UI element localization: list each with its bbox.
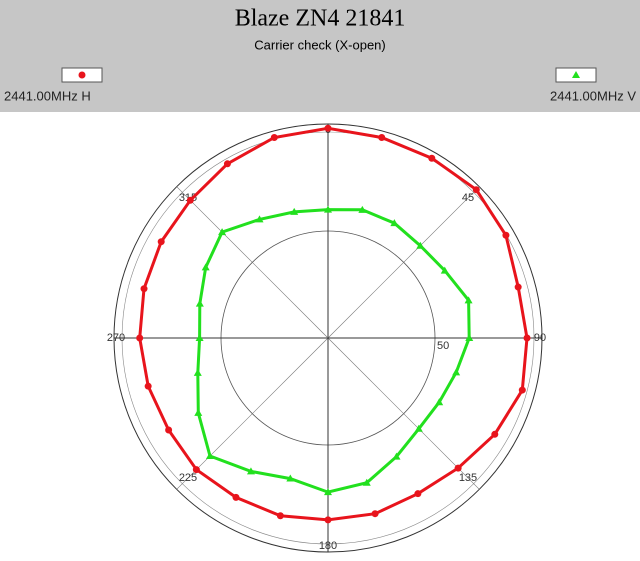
circle-marker bbox=[324, 516, 332, 524]
circle-marker bbox=[378, 133, 386, 141]
triangle-marker bbox=[362, 478, 371, 486]
angle-tick-label: 90 bbox=[534, 332, 546, 344]
triangle-marker bbox=[435, 398, 444, 406]
circle-marker bbox=[514, 283, 522, 291]
triangle-marker bbox=[205, 452, 214, 460]
header-band bbox=[0, 0, 640, 112]
legend-label: 2441.00MHz V bbox=[550, 88, 636, 103]
radial-tick-label: 50 bbox=[437, 340, 449, 352]
triangle-marker bbox=[392, 452, 401, 460]
circle-marker bbox=[157, 238, 165, 246]
triangle-marker bbox=[195, 299, 204, 307]
triangle-marker bbox=[416, 241, 425, 249]
circle-marker bbox=[165, 426, 173, 434]
circle-marker bbox=[428, 154, 436, 162]
circle-marker bbox=[518, 386, 526, 394]
angle-spoke bbox=[176, 186, 329, 339]
triangle-marker bbox=[464, 296, 473, 304]
triangle-marker bbox=[414, 424, 423, 432]
circle-marker bbox=[78, 71, 86, 79]
triangle-marker bbox=[201, 263, 210, 271]
circle-marker bbox=[136, 334, 144, 342]
series bbox=[136, 124, 531, 524]
triangle-marker bbox=[290, 207, 299, 215]
triangle-marker bbox=[286, 474, 295, 482]
triangle-marker bbox=[390, 219, 399, 227]
triangle-marker bbox=[452, 368, 461, 376]
circle-marker bbox=[140, 285, 148, 293]
chart-title: Blaze ZN4 21841 bbox=[235, 6, 406, 32]
circle-marker bbox=[270, 133, 278, 141]
legend-label: 2441.00MHz H bbox=[4, 88, 91, 103]
angle-tick-label: 45 bbox=[462, 192, 474, 204]
triangle-marker bbox=[572, 71, 580, 78]
triangle-marker bbox=[465, 334, 474, 341]
circle-marker bbox=[324, 124, 332, 132]
circle-marker bbox=[523, 334, 531, 342]
angle-spoke bbox=[327, 337, 480, 490]
triangle-marker bbox=[246, 467, 255, 475]
triangle-marker bbox=[324, 205, 332, 213]
circle-marker bbox=[472, 186, 480, 194]
angle-spoke bbox=[327, 186, 480, 339]
series-line bbox=[196, 208, 471, 494]
angle-tick-label: 270 bbox=[107, 332, 125, 344]
triangle-marker bbox=[194, 408, 203, 416]
circle-marker bbox=[186, 196, 194, 204]
circle-marker bbox=[414, 490, 422, 498]
triangle-marker bbox=[255, 215, 264, 223]
legend: 2441.00MHz H 2441.00MHz V bbox=[4, 67, 636, 103]
triangle-marker bbox=[218, 228, 227, 236]
angle-spoke bbox=[176, 337, 329, 490]
triangle-marker bbox=[440, 266, 449, 274]
circle-marker bbox=[371, 510, 379, 518]
chart-subtitle: Carrier check (X-open) bbox=[254, 37, 386, 52]
circle-marker bbox=[454, 464, 462, 472]
angle-tick-label: 135 bbox=[459, 472, 477, 484]
angle-tick-label: 225 bbox=[179, 472, 197, 484]
circle-marker bbox=[502, 231, 510, 239]
polar-plot: 5004590135180225270315 bbox=[107, 123, 546, 553]
triangle-marker bbox=[324, 488, 332, 496]
circle-marker bbox=[144, 382, 152, 390]
angle-tick-label: 180 bbox=[319, 540, 337, 552]
circle-marker bbox=[192, 466, 200, 474]
circle-marker bbox=[223, 160, 231, 168]
triangle-marker bbox=[193, 368, 202, 376]
triangle-marker bbox=[358, 205, 367, 213]
circle-marker bbox=[232, 493, 240, 501]
circle-marker bbox=[491, 430, 499, 438]
series bbox=[193, 205, 474, 496]
triangle-marker bbox=[195, 334, 204, 341]
circle-marker bbox=[276, 512, 284, 520]
